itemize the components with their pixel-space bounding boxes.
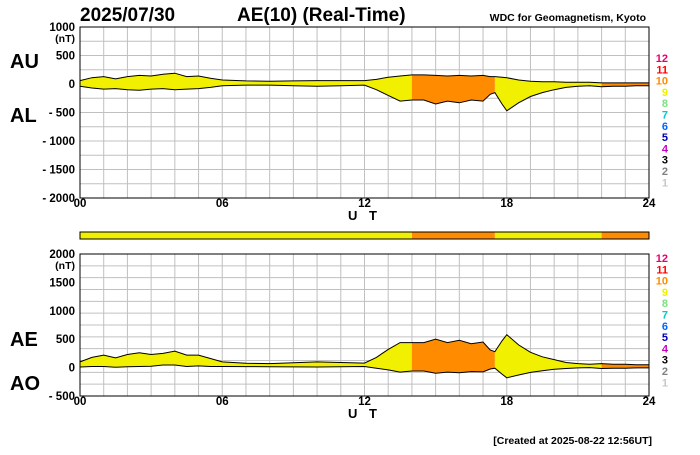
level-legend-item: 9 bbox=[662, 287, 668, 299]
x-tick-label: 24 bbox=[643, 198, 656, 210]
chart-title: AE(10) (Real-Time) bbox=[237, 5, 406, 26]
level-legend-item: 9 bbox=[662, 87, 668, 99]
x-tick-label: 00 bbox=[74, 198, 87, 210]
level-legend-item: 12 bbox=[656, 253, 668, 265]
plot-frame bbox=[79, 253, 650, 397]
x-axis-label: U T bbox=[348, 406, 381, 421]
level-legend-item: 8 bbox=[662, 298, 668, 310]
series-label-ae: AE bbox=[10, 329, 38, 351]
x-tick-label: 06 bbox=[216, 198, 229, 210]
level-bar-segment bbox=[601, 232, 649, 239]
level-legend-item: 4 bbox=[662, 143, 669, 155]
level-legend-item: 11 bbox=[656, 64, 668, 76]
x-tick-label: 18 bbox=[500, 396, 513, 408]
x-tick-label: 24 bbox=[643, 396, 656, 408]
plot-frame bbox=[79, 26, 650, 199]
series-line-al bbox=[79, 84, 649, 112]
y-tick-label: 1000 bbox=[49, 22, 75, 34]
level-legend-item: 5 bbox=[662, 332, 668, 344]
level-legend-item: 6 bbox=[662, 121, 668, 133]
level-legend-item: 5 bbox=[662, 132, 668, 144]
y-tick-label: 500 bbox=[56, 334, 75, 346]
x-tick-label: 12 bbox=[358, 396, 371, 408]
source-label: WDC for Geomagnetism, Kyoto bbox=[490, 12, 646, 24]
level-legend-item: 2 bbox=[662, 166, 668, 178]
series-line-au bbox=[79, 72, 649, 84]
level-legend-item: 10 bbox=[656, 76, 668, 88]
y-tick-label: 0 bbox=[69, 363, 75, 375]
level-legend-item: 11 bbox=[656, 264, 668, 276]
series-label-al: AL bbox=[10, 105, 37, 127]
x-tick-label: 12 bbox=[358, 198, 371, 210]
activity-level-bar bbox=[79, 231, 650, 240]
y-tick-label: - 1500 bbox=[42, 165, 75, 177]
level-bar-segment bbox=[494, 232, 602, 239]
y-unit-label: (nT) bbox=[55, 260, 75, 272]
y-tick-label: 500 bbox=[56, 51, 75, 63]
au-al-panel: 1000 500 0 - 500 - 1000 - 1500 - 2000 (nT) 00 06 1… bbox=[10, 22, 656, 223]
level-legend-item: 8 bbox=[662, 98, 668, 110]
y-tick-label: - 500 bbox=[49, 108, 75, 120]
y-tick-label: 0 bbox=[69, 79, 75, 91]
y-tick-label: - 500 bbox=[49, 391, 75, 403]
grid bbox=[79, 253, 650, 397]
grid bbox=[79, 26, 650, 199]
y-tick-label: 1000 bbox=[49, 306, 75, 318]
y-unit-label: (nT) bbox=[55, 33, 75, 45]
level-legend-item: 10 bbox=[656, 276, 668, 288]
level-legend-item: 7 bbox=[662, 110, 668, 122]
y-tick-label: - 2000 bbox=[42, 193, 75, 205]
level-legend-item: 4 bbox=[662, 343, 669, 355]
date-label: 2025/07/30 bbox=[80, 5, 175, 26]
level-bar-segment bbox=[80, 232, 412, 239]
level-legend-item: 3 bbox=[662, 155, 668, 167]
x-axis-label: U T bbox=[348, 208, 381, 223]
level-bar-segment bbox=[411, 232, 495, 239]
x-tick-label: 18 bbox=[500, 198, 513, 210]
level-legend-item: 1 bbox=[662, 177, 668, 189]
level-legend-item: 1 bbox=[662, 377, 668, 389]
y-tick-label: - 1000 bbox=[42, 136, 75, 148]
y-tick-label: 1500 bbox=[49, 277, 75, 289]
level-legend-item: 12 bbox=[656, 53, 668, 65]
ae-ao-panel: 2000 1500 1000 500 0 - 500 (nT) 00 06 12 18 24 U T AE… bbox=[10, 249, 656, 421]
level-bar-frame bbox=[79, 231, 650, 240]
x-tick-label: 00 bbox=[74, 396, 87, 408]
created-timestamp: [Created at 2025-08-22 12:56UT] bbox=[493, 435, 652, 447]
level-legend-item: 2 bbox=[662, 366, 668, 378]
series-label-ao: AO bbox=[10, 373, 40, 395]
x-tick-label: 06 bbox=[216, 396, 229, 408]
series-label-au: AU bbox=[10, 51, 39, 73]
level-legend-item: 6 bbox=[662, 321, 668, 333]
level-legend-item: 3 bbox=[662, 355, 668, 367]
level-legend-item: 7 bbox=[662, 310, 668, 322]
series-line-ae bbox=[79, 333, 649, 366]
y-tick-label: 2000 bbox=[49, 249, 75, 261]
series-line-ao bbox=[79, 364, 649, 379]
